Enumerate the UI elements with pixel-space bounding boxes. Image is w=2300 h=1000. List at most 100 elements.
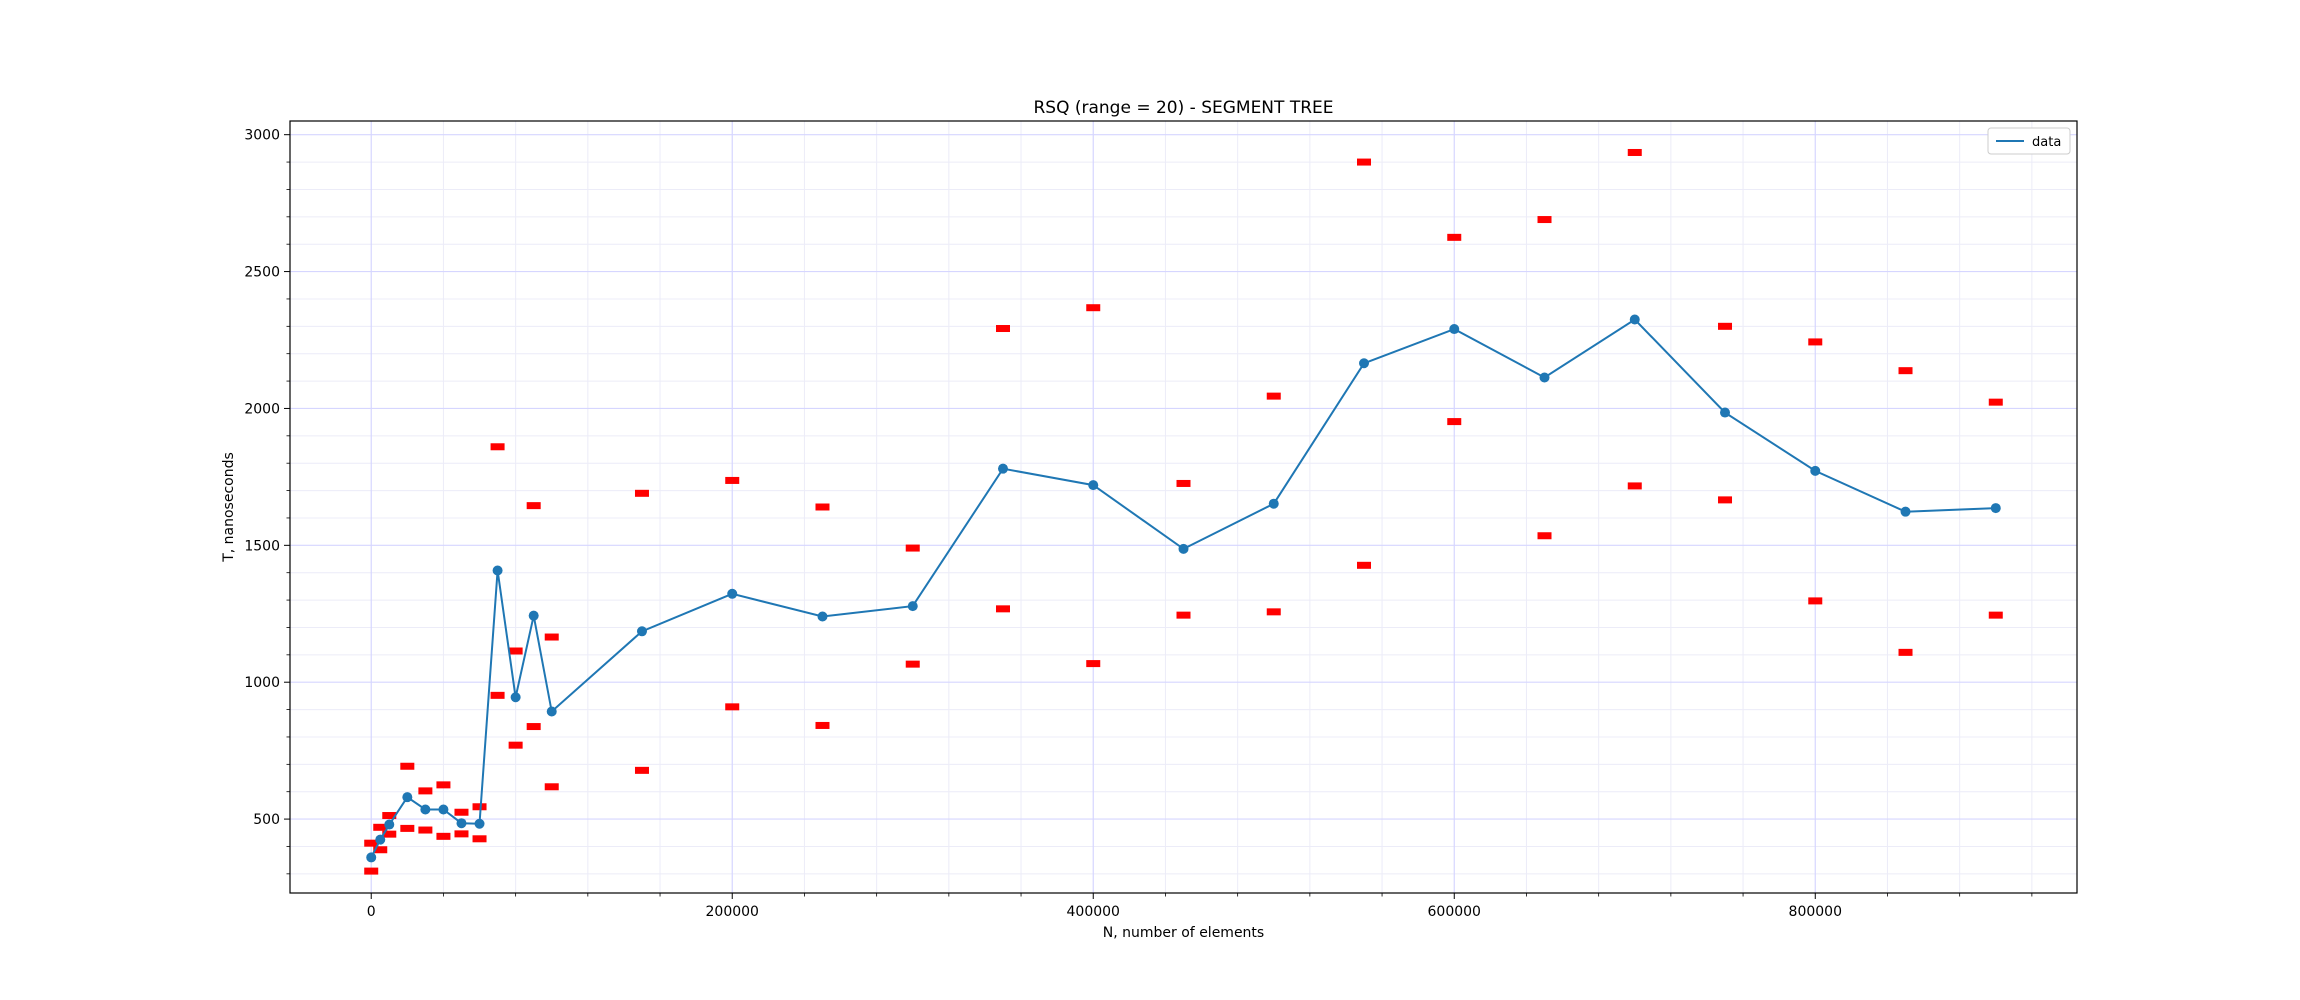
data-point xyxy=(546,706,557,717)
x-tick-label: 0 xyxy=(367,904,376,920)
upper-bound-marker xyxy=(508,647,523,655)
data-point xyxy=(727,588,738,599)
lower-bound-marker xyxy=(544,783,559,791)
data-point xyxy=(817,611,828,622)
grid xyxy=(290,121,2077,893)
upper-bound-marker xyxy=(725,476,740,484)
lower-bound-marker xyxy=(995,605,1010,613)
upper-bound-marker xyxy=(1176,479,1191,487)
data-point xyxy=(1088,480,1099,491)
legend-box xyxy=(1987,127,2071,155)
lower-bound-marker xyxy=(526,723,541,731)
data-point xyxy=(492,565,503,576)
upper-bound-marker xyxy=(400,762,415,770)
upper-bound-marker xyxy=(454,808,469,816)
lower-bound-marker xyxy=(1627,482,1642,490)
upper-bound-marker xyxy=(1718,322,1733,330)
y-tick-label: 1000 xyxy=(244,675,280,691)
data-point xyxy=(636,626,647,637)
data-point xyxy=(438,804,449,815)
data-point xyxy=(366,852,377,863)
upper-bound-marker xyxy=(544,633,559,641)
data-point xyxy=(1449,324,1460,335)
legend-label: data xyxy=(2032,135,2061,150)
upper-bound-marker xyxy=(1627,148,1642,156)
data-point xyxy=(420,804,431,815)
data-point xyxy=(1268,498,1279,509)
lower-bound-marker xyxy=(1266,608,1281,616)
y-tick-label: 3000 xyxy=(244,128,280,144)
upper-bound-marker xyxy=(364,839,379,847)
data-point xyxy=(528,610,539,621)
lower-bound-marker xyxy=(1357,561,1372,569)
lower-bound-marker xyxy=(364,867,379,875)
upper-bound-marker xyxy=(1357,158,1372,166)
lower-bound-marker xyxy=(400,824,415,832)
lower-bound-marker xyxy=(1447,418,1462,426)
data-point xyxy=(1629,314,1640,325)
y-tick-label: 2000 xyxy=(244,401,280,417)
lower-bound-marker xyxy=(634,766,649,774)
upper-bound-marker xyxy=(1447,233,1462,241)
data-point xyxy=(1900,506,1911,517)
data-point xyxy=(1178,543,1189,554)
upper-bound-marker xyxy=(526,502,541,510)
lower-bound-marker xyxy=(472,835,487,843)
data-point xyxy=(1359,358,1370,369)
data-point xyxy=(375,834,386,845)
upper-bound-marker xyxy=(490,443,505,451)
lower-bound-marker xyxy=(508,741,523,749)
upper-bound-marker xyxy=(1898,367,1913,375)
lower-bound-marker xyxy=(1988,611,2003,619)
data-point xyxy=(456,818,467,829)
upper-bound-marker xyxy=(1537,216,1552,224)
data-point xyxy=(1539,372,1550,383)
x-tick-label: 400000 xyxy=(1067,904,1120,920)
upper-bound-marker xyxy=(905,544,920,552)
x-tick-label: 800000 xyxy=(1789,904,1842,920)
lower-bound-marker xyxy=(454,830,469,838)
lower-bound-marker xyxy=(1718,496,1733,504)
upper-bound-marker xyxy=(1988,398,2003,406)
upper-bound-marker xyxy=(373,823,388,831)
upper-bound-marker xyxy=(472,803,487,811)
lower-bound-marker xyxy=(373,846,388,854)
lower-bound-marker xyxy=(1898,648,1913,656)
lower-bound-marker xyxy=(1086,660,1101,668)
y-tick-label: 1500 xyxy=(244,538,280,554)
upper-bound-marker xyxy=(1086,304,1101,312)
lower-bound-marker xyxy=(418,826,433,834)
data-point xyxy=(474,818,485,829)
upper-bound-marker xyxy=(995,325,1010,333)
upper-bound-marker xyxy=(436,781,451,789)
upper-bound-marker xyxy=(1266,392,1281,400)
upper-bound-marker xyxy=(418,787,433,795)
data-point xyxy=(510,692,521,703)
data-marks xyxy=(364,148,2003,875)
lower-bound-marker xyxy=(815,721,830,729)
lower-bound-marker xyxy=(725,703,740,711)
legend: data xyxy=(1987,127,2071,155)
lower-bound-marker xyxy=(905,660,920,668)
data-point xyxy=(1990,503,2001,514)
data-point xyxy=(402,792,413,803)
data-point xyxy=(384,819,395,830)
axis-ticks: 0 200000 400000 600000 800000 500 1000 1500 2000… xyxy=(244,128,2033,920)
lower-bound-marker xyxy=(436,832,451,840)
x-tick-label: 600000 xyxy=(1428,904,1481,920)
lower-bound-marker xyxy=(1808,597,1823,605)
y-tick-label: 2500 xyxy=(244,265,280,281)
upper-bound-marker xyxy=(1808,338,1823,346)
lower-bound-marker xyxy=(1176,611,1191,619)
y-axis-label: T, nanoseconds xyxy=(221,452,237,563)
series-line xyxy=(370,318,1996,858)
chart-title: RSQ (range = 20) - SEGMENT TREE xyxy=(1033,98,1333,118)
y-tick-label: 500 xyxy=(253,812,280,828)
lower-bound-marker xyxy=(490,691,505,699)
lower-bound-marker xyxy=(382,830,397,838)
x-tick-label: 200000 xyxy=(706,904,759,920)
lower-bound-marker xyxy=(1537,532,1552,540)
upper-bound-marker xyxy=(382,812,397,820)
data-point xyxy=(1720,407,1731,418)
